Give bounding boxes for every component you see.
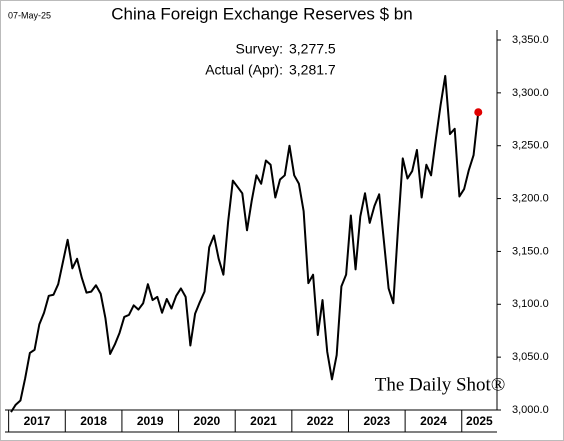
x-tick-label: 2024 xyxy=(420,414,447,428)
watermark: The Daily Shot® xyxy=(375,374,506,395)
last-point xyxy=(474,108,483,117)
y-tick-label: 3,050.0 xyxy=(512,351,549,363)
annotation: 3,277.5 xyxy=(289,41,336,57)
x-tick-label: 2020 xyxy=(194,414,221,428)
date: 07-May-25 xyxy=(8,10,51,20)
annotation: Survey: xyxy=(236,41,283,57)
x-tick-label: 2018 xyxy=(80,414,107,428)
y-tick-label: 3,200.0 xyxy=(512,192,549,204)
chart-title: China Foreign Exchange Reserves $ bn xyxy=(111,4,412,23)
x-tick-label: 2017 xyxy=(24,414,51,428)
y-tick-label: 3,300.0 xyxy=(512,87,549,99)
x-tick-label: 2019 xyxy=(137,414,164,428)
line xyxy=(10,74,480,413)
x-tick-label: 2021 xyxy=(250,414,277,428)
y-tick-label: 3,350.0 xyxy=(512,34,549,46)
x-tick-label: 2023 xyxy=(363,414,390,428)
x-tick-label: 2025 xyxy=(466,414,493,428)
y-tick-label: 3,150.0 xyxy=(512,245,549,257)
annotation: 3,281.7 xyxy=(289,62,336,78)
y-tick-label: 3,250.0 xyxy=(512,140,549,152)
x-tick-label: 2022 xyxy=(307,414,334,428)
y-tick-label: 3,100.0 xyxy=(512,298,549,310)
y-tick-label: 3,000.0 xyxy=(512,404,549,416)
annotation: Actual (Apr): xyxy=(205,62,283,78)
